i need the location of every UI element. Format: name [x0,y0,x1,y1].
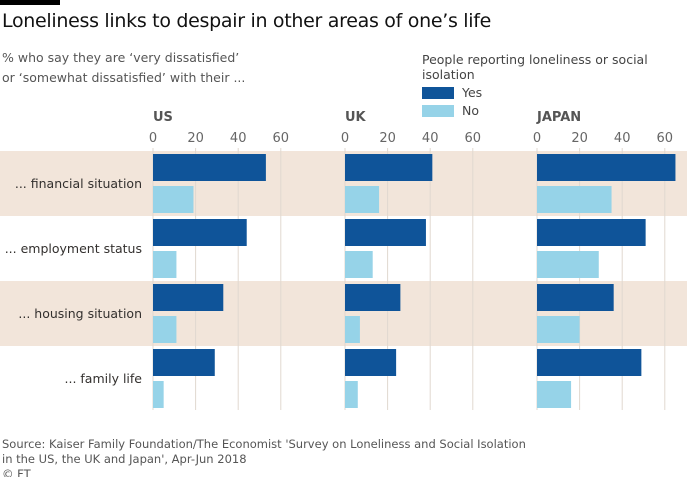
legend-item-no: No [422,103,700,118]
bar-no-japan [537,186,612,213]
x-tick-label: 20 [187,131,204,146]
row-band [0,281,687,346]
source-note: Source: Kaiser Family Foundation/The Eco… [2,437,526,477]
bar-no-japan [537,316,580,343]
bar-no-us [153,186,194,213]
bar-yes-japan [537,349,642,376]
bar-no-us [153,251,177,278]
bar-no-us [153,316,177,343]
bar-yes-us [153,219,247,246]
ft-top-bar [0,0,60,5]
legend-label-no: No [462,103,479,118]
bar-yes-japan [537,154,676,181]
panel-title-us: US [153,110,173,125]
subtitle-line-1: % who say they are ‘very dissatisfied’ [2,50,240,65]
legend-item-yes: Yes [422,85,700,100]
legend: People reporting loneliness or social is… [422,52,700,118]
legend-label-yes: Yes [462,85,483,100]
bar-yes-japan [537,284,614,311]
category-label: ... employment status [5,241,142,256]
x-tick-label: 60 [465,131,482,146]
bar-yes-us [153,154,266,181]
bar-yes-uk [345,349,397,376]
x-tick-label: 0 [341,131,349,146]
chart-subtitle: % who say they are ‘very dissatisfied’ o… [2,48,302,88]
bar-no-us [153,381,164,408]
bar-yes-us [153,349,215,376]
category-label: ... housing situation [18,306,142,321]
x-tick-label: 20 [571,131,588,146]
x-tick-label: 0 [533,131,541,146]
x-tick-label: 0 [149,131,157,146]
x-tick-label: 40 [230,131,247,146]
bar-no-uk [345,316,360,343]
legend-swatch-no [422,104,454,117]
bar-no-uk [345,251,373,278]
legend-swatch-yes [422,86,454,99]
bar-no-japan [537,251,599,278]
bar-no-uk [345,381,358,408]
bar-no-uk [345,186,380,213]
chart-title: Loneliness links to despair in other are… [2,10,492,32]
row-band [0,151,687,216]
source-line-2: in the US, the UK and Japan', Apr-Jun 20… [2,452,247,466]
x-tick-label: 60 [273,131,290,146]
x-tick-label: 20 [379,131,396,146]
x-tick-label: 60 [657,131,674,146]
panel-title-uk: UK [345,110,367,125]
bar-yes-uk [345,284,401,311]
x-tick-label: 40 [614,131,631,146]
category-label: ... financial situation [15,176,142,191]
legend-title: People reporting loneliness or social is… [422,52,648,82]
source-line-1: Source: Kaiser Family Foundation/The Eco… [2,437,526,451]
category-label: ... family life [65,371,143,386]
bar-yes-uk [345,154,433,181]
bar-no-japan [537,381,572,408]
bar-yes-us [153,284,224,311]
bar-yes-japan [537,219,646,246]
bar-yes-uk [345,219,426,246]
subtitle-line-2: or ‘somewhat dissatisfied’ with their ..… [2,70,246,85]
x-tick-label: 40 [422,131,439,146]
ft-credit: © FT [2,467,31,477]
